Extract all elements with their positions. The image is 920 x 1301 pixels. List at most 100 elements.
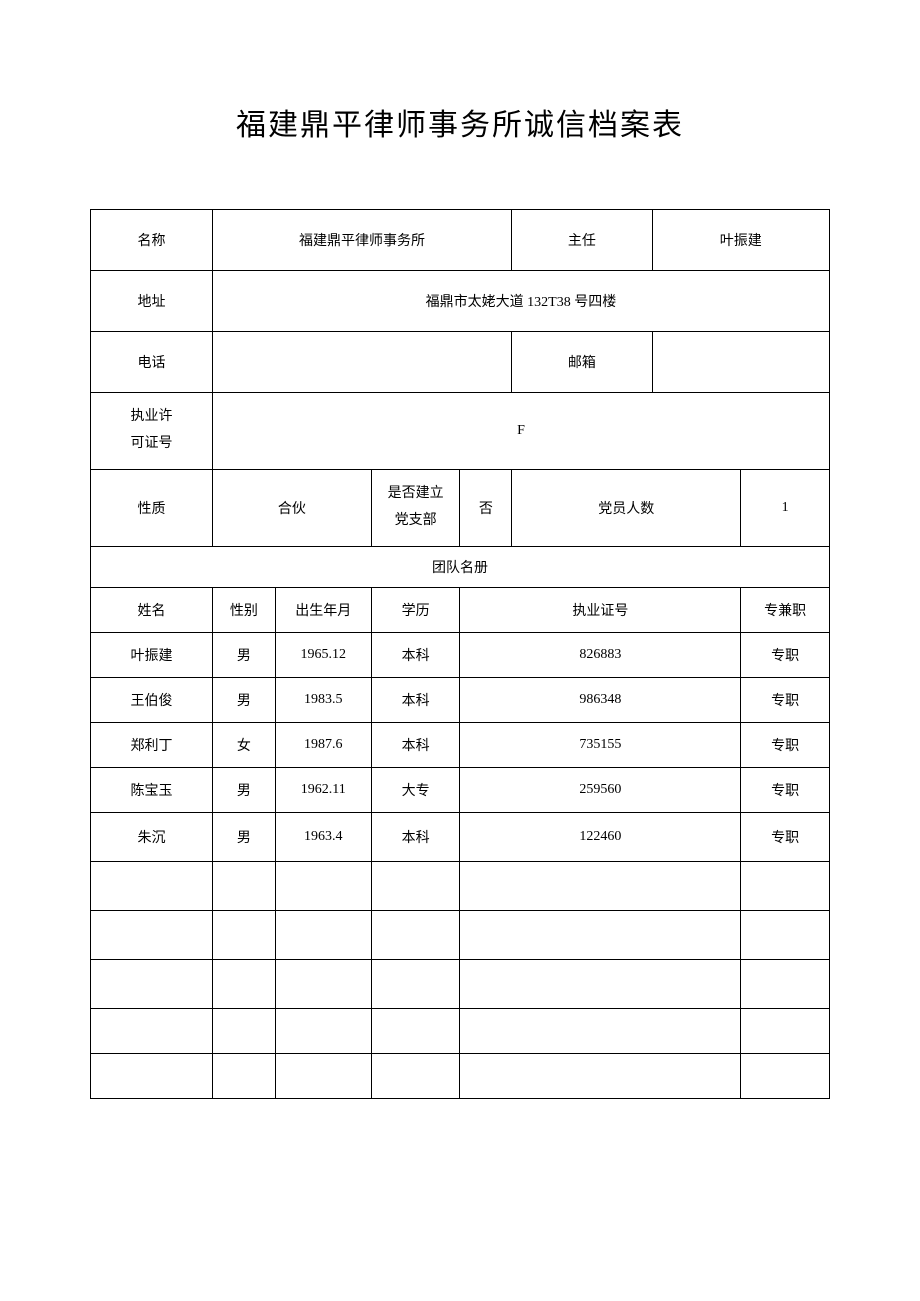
- name-label: 名称: [91, 210, 213, 271]
- cell-license-no: [460, 1009, 741, 1054]
- cell-role: [741, 1009, 830, 1054]
- phone-value: [212, 332, 511, 393]
- cell-license-no: [460, 1054, 741, 1099]
- table-row: [91, 911, 830, 960]
- cell-education: 本科: [371, 723, 460, 768]
- cell-gender: [212, 862, 275, 911]
- table-row: [91, 960, 830, 1009]
- cell-role: 专职: [741, 768, 830, 813]
- cell-gender: 女: [212, 723, 275, 768]
- cell-gender: 男: [212, 633, 275, 678]
- cell-gender: [212, 1009, 275, 1054]
- cell-gender: [212, 960, 275, 1009]
- cell-education: [371, 1009, 460, 1054]
- nature-value: 合伙: [212, 470, 371, 547]
- cell-name: [91, 1054, 213, 1099]
- cell-name: [91, 960, 213, 1009]
- cell-role: [741, 960, 830, 1009]
- license-value: F: [212, 393, 829, 470]
- cell-name: 郑利丁: [91, 723, 213, 768]
- table-row: [91, 1009, 830, 1054]
- party-branch-label: 是否建立 党支部: [371, 470, 460, 547]
- cell-gender: [212, 1054, 275, 1099]
- table-row: [91, 1054, 830, 1099]
- col-license-no: 执业证号: [460, 588, 741, 633]
- license-label-line2: 可证号: [130, 436, 172, 451]
- name-value: 福建鼎平律师事务所: [212, 210, 511, 271]
- cell-license-no: 259560: [460, 768, 741, 813]
- archive-table: 名称 福建鼎平律师事务所 主任 叶振建 地址 福鼎市太姥大道 132T38 号四…: [90, 209, 830, 1099]
- cell-dob: [275, 862, 371, 911]
- party-count-label: 党员人数: [512, 470, 741, 547]
- cell-role: 专职: [741, 678, 830, 723]
- cell-dob: 1965.12: [275, 633, 371, 678]
- party-branch-value: 否: [460, 470, 512, 547]
- party-branch-label-line2: 党支部: [395, 513, 437, 528]
- cell-education: 本科: [371, 678, 460, 723]
- cell-role: 专职: [741, 633, 830, 678]
- cell-education: [371, 862, 460, 911]
- cell-role: [741, 862, 830, 911]
- cell-education: [371, 1054, 460, 1099]
- cell-name: 叶振建: [91, 633, 213, 678]
- roster-section-title: 团队名册: [91, 547, 830, 588]
- cell-license-no: 122460: [460, 813, 741, 862]
- cell-name: [91, 911, 213, 960]
- director-label: 主任: [512, 210, 652, 271]
- cell-dob: 1963.4: [275, 813, 371, 862]
- cell-name: 朱沉: [91, 813, 213, 862]
- email-label: 邮箱: [512, 332, 652, 393]
- cell-role: 专职: [741, 813, 830, 862]
- cell-name: [91, 862, 213, 911]
- cell-dob: 1983.5: [275, 678, 371, 723]
- cell-gender: 男: [212, 678, 275, 723]
- cell-name: [91, 1009, 213, 1054]
- address-value: 福鼎市太姥大道 132T38 号四楼: [212, 271, 829, 332]
- cell-education: [371, 911, 460, 960]
- cell-dob: 1987.6: [275, 723, 371, 768]
- license-label: 执业许 可证号: [91, 393, 213, 470]
- email-value: [652, 332, 829, 393]
- cell-role: 专职: [741, 723, 830, 768]
- cell-education: 本科: [371, 813, 460, 862]
- cell-license-no: 986348: [460, 678, 741, 723]
- cell-dob: 1962.11: [275, 768, 371, 813]
- table-row: [91, 862, 830, 911]
- cell-education: 本科: [371, 633, 460, 678]
- cell-gender: [212, 911, 275, 960]
- cell-dob: [275, 911, 371, 960]
- cell-license-no: 735155: [460, 723, 741, 768]
- cell-gender: 男: [212, 768, 275, 813]
- cell-dob: [275, 1054, 371, 1099]
- table-row: 陈宝玉 男 1962.11 大专 259560 专职: [91, 768, 830, 813]
- address-label: 地址: [91, 271, 213, 332]
- party-count-value: 1: [741, 470, 830, 547]
- cell-role: [741, 1054, 830, 1099]
- cell-education: [371, 960, 460, 1009]
- cell-license-no: 826883: [460, 633, 741, 678]
- director-value: 叶振建: [652, 210, 829, 271]
- phone-label: 电话: [91, 332, 213, 393]
- table-row: 叶振建 男 1965.12 本科 826883 专职: [91, 633, 830, 678]
- nature-label: 性质: [91, 470, 213, 547]
- cell-education: 大专: [371, 768, 460, 813]
- cell-license-no: [460, 862, 741, 911]
- cell-license-no: [460, 911, 741, 960]
- cell-dob: [275, 1009, 371, 1054]
- cell-license-no: [460, 960, 741, 1009]
- cell-name: 陈宝玉: [91, 768, 213, 813]
- table-row: 郑利丁 女 1987.6 本科 735155 专职: [91, 723, 830, 768]
- license-label-line1: 执业许: [130, 409, 172, 424]
- table-row: 王伯俊 男 1983.5 本科 986348 专职: [91, 678, 830, 723]
- col-education: 学历: [371, 588, 460, 633]
- document-title: 福建鼎平律师事务所诚信档案表: [90, 100, 830, 144]
- cell-gender: 男: [212, 813, 275, 862]
- col-gender: 性别: [212, 588, 275, 633]
- col-name: 姓名: [91, 588, 213, 633]
- table-row: 朱沉 男 1963.4 本科 122460 专职: [91, 813, 830, 862]
- col-dob: 出生年月: [275, 588, 371, 633]
- cell-dob: [275, 960, 371, 1009]
- col-role: 专兼职: [741, 588, 830, 633]
- cell-role: [741, 911, 830, 960]
- cell-name: 王伯俊: [91, 678, 213, 723]
